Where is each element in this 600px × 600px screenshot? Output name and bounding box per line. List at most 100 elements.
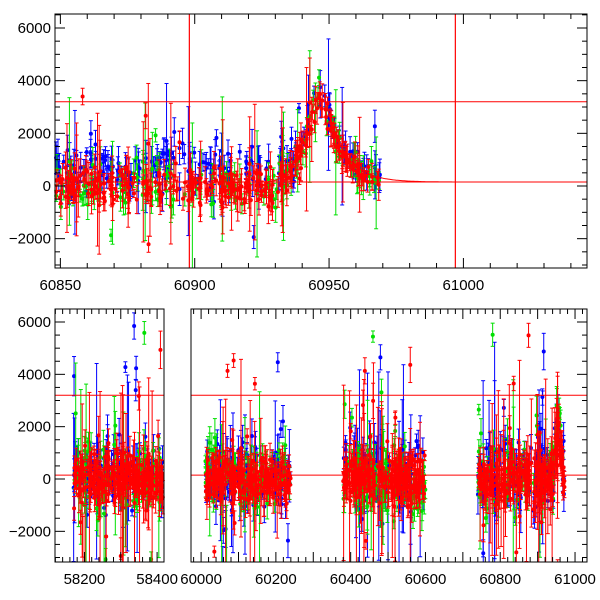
data-point bbox=[192, 146, 197, 159]
data-marker bbox=[228, 171, 233, 176]
data-marker bbox=[115, 194, 120, 199]
data-point bbox=[103, 146, 108, 167]
data-point bbox=[289, 126, 294, 152]
data-point bbox=[370, 162, 375, 191]
data-marker bbox=[350, 166, 355, 171]
data-marker bbox=[360, 178, 365, 183]
data-marker bbox=[95, 191, 100, 196]
data-point bbox=[154, 155, 159, 172]
data-marker bbox=[70, 183, 75, 188]
y-tick-label: 6000 bbox=[18, 20, 51, 37]
data-marker bbox=[258, 172, 263, 177]
data-marker bbox=[97, 203, 102, 208]
data-point bbox=[150, 131, 155, 206]
data-marker bbox=[61, 159, 66, 164]
data-marker bbox=[200, 160, 205, 165]
data-marker bbox=[64, 176, 69, 181]
data-marker bbox=[96, 175, 101, 180]
data-marker bbox=[239, 184, 244, 189]
data-marker bbox=[154, 161, 159, 166]
data-marker bbox=[278, 172, 283, 177]
data-point bbox=[208, 146, 213, 182]
data-point bbox=[80, 87, 85, 106]
data-marker bbox=[123, 365, 128, 370]
data-marker bbox=[162, 172, 167, 177]
data-marker bbox=[111, 197, 116, 202]
data-marker bbox=[348, 149, 353, 154]
data-marker bbox=[98, 169, 103, 174]
data-point bbox=[172, 117, 177, 147]
data-point bbox=[132, 312, 137, 340]
data-marker bbox=[192, 150, 197, 155]
data-marker bbox=[369, 159, 374, 164]
data-point bbox=[146, 235, 151, 253]
data-marker bbox=[247, 189, 252, 194]
data-marker bbox=[177, 140, 182, 145]
data-marker bbox=[120, 173, 125, 178]
data-marker bbox=[284, 188, 289, 193]
data-marker bbox=[157, 170, 162, 175]
data-marker bbox=[312, 119, 317, 124]
data-marker bbox=[164, 139, 169, 144]
data-point bbox=[118, 182, 123, 212]
data-point bbox=[280, 404, 285, 438]
data-marker bbox=[209, 183, 214, 188]
data-marker bbox=[309, 127, 314, 132]
data-marker bbox=[204, 188, 209, 193]
data-marker bbox=[150, 166, 155, 171]
data-marker bbox=[165, 149, 170, 154]
data-point bbox=[481, 539, 486, 562]
data-marker bbox=[259, 192, 264, 197]
data-marker bbox=[89, 171, 94, 176]
data-marker bbox=[120, 188, 125, 193]
data-marker bbox=[132, 191, 137, 196]
data-marker bbox=[103, 154, 108, 159]
data-point bbox=[89, 169, 94, 179]
data-marker bbox=[247, 161, 252, 166]
data-marker bbox=[132, 323, 137, 328]
data-marker bbox=[134, 155, 139, 160]
y-tick-label: −2000 bbox=[9, 231, 51, 248]
data-marker bbox=[366, 164, 371, 169]
data-marker bbox=[58, 201, 63, 206]
data-marker bbox=[182, 152, 187, 157]
data-marker bbox=[481, 551, 486, 556]
data-marker bbox=[208, 162, 213, 167]
data-marker bbox=[72, 166, 77, 171]
data-marker bbox=[159, 195, 164, 200]
data-marker bbox=[85, 169, 90, 174]
data-point bbox=[541, 332, 546, 371]
data-point bbox=[378, 344, 383, 371]
data-points bbox=[71, 312, 567, 562]
data-marker bbox=[212, 171, 217, 176]
data-marker bbox=[106, 179, 111, 184]
data-point bbox=[237, 143, 242, 160]
data-marker bbox=[181, 196, 186, 201]
data-marker bbox=[143, 113, 148, 118]
data-marker bbox=[235, 187, 240, 192]
data-point bbox=[350, 154, 355, 184]
data-marker bbox=[289, 173, 294, 178]
data-marker bbox=[93, 142, 98, 147]
data-marker bbox=[198, 203, 203, 208]
data-marker bbox=[74, 177, 79, 182]
data-marker bbox=[69, 172, 74, 177]
data-point bbox=[319, 99, 324, 118]
data-marker bbox=[226, 151, 231, 156]
data-marker bbox=[180, 141, 185, 146]
series-red-band bbox=[54, 57, 381, 255]
data-marker bbox=[278, 427, 283, 432]
data-marker bbox=[328, 128, 333, 133]
data-marker bbox=[209, 202, 214, 207]
data-point bbox=[135, 163, 140, 192]
data-point bbox=[214, 164, 219, 197]
y-tick-label: 4000 bbox=[18, 73, 51, 90]
data-marker bbox=[355, 169, 360, 174]
data-point bbox=[211, 188, 216, 218]
data-marker bbox=[92, 165, 97, 170]
data-marker bbox=[325, 126, 330, 131]
data-marker bbox=[242, 196, 247, 201]
data-marker bbox=[214, 135, 219, 140]
data-marker bbox=[256, 197, 261, 202]
